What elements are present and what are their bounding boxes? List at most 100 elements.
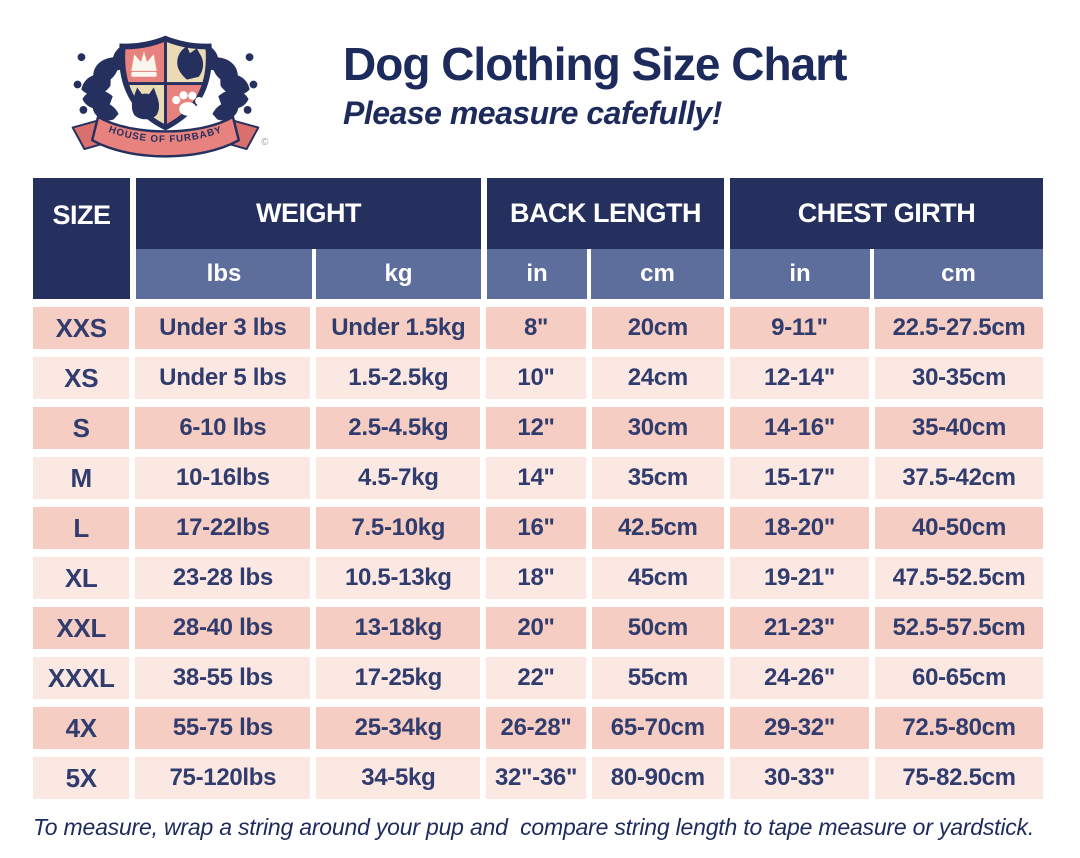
title-block: Dog Clothing Size Chart Please measure c… [343, 12, 847, 132]
cell-back-cm: 35cm [591, 457, 724, 499]
cell-back-in: 12" [486, 407, 586, 449]
cell-weight-lbs: 38-55 lbs [135, 657, 311, 699]
cell-back-cm: 50cm [591, 607, 724, 649]
table-row: XXS Under 3 lbs Under 1.5kg 8" 20cm 9-11… [33, 307, 1043, 349]
column-header-back-length: BACK LENGTH [487, 178, 724, 249]
cell-chest-cm: 47.5-52.5cm [875, 557, 1043, 599]
column-header-weight: WEIGHT [136, 178, 481, 249]
table-row: XXXL 38-55 lbs 17-25kg 22" 55cm 24-26" 6… [33, 657, 1043, 699]
cell-back-in: 22" [486, 657, 586, 699]
cell-chest-in: 21-23" [729, 607, 870, 649]
ribbon-banner: HOUSE OF FURBABY © [71, 115, 269, 158]
cell-weight-lbs: 17-22lbs [135, 507, 311, 549]
cell-back-in: 10" [486, 357, 586, 399]
flourish-left-icon [73, 44, 135, 127]
cell-chest-cm: 30-35cm [875, 357, 1043, 399]
cell-size: M [33, 457, 130, 499]
cell-weight-lbs: 23-28 lbs [135, 557, 311, 599]
cell-back-in: 8" [486, 307, 586, 349]
subheader-back-in: in [487, 249, 587, 299]
cell-size: XS [33, 357, 130, 399]
subheader-weight-kg: kg [316, 249, 481, 299]
cell-weight-kg: Under 1.5kg [316, 307, 481, 349]
cell-size: 4X [33, 707, 130, 749]
measuring-instructions: To measure, wrap a string around your pu… [33, 814, 1035, 840]
cell-chest-cm: 35-40cm [875, 407, 1043, 449]
cell-chest-cm: 37.5-42cm [875, 457, 1043, 499]
table-row: 5X 75-120lbs 34-5kg 32"-36" 80-90cm 30-3… [33, 757, 1043, 799]
cell-back-cm: 30cm [591, 407, 724, 449]
cell-chest-cm: 52.5-57.5cm [875, 607, 1043, 649]
subheader-weight-lbs: lbs [136, 249, 312, 299]
cell-chest-cm: 22.5-27.5cm [875, 307, 1043, 349]
cell-back-in: 16" [486, 507, 586, 549]
cell-back-cm: 55cm [591, 657, 724, 699]
cell-back-in: 32"-36" [486, 757, 586, 799]
cell-weight-lbs: 75-120lbs [135, 757, 311, 799]
cell-size: XL [33, 557, 130, 599]
cell-chest-in: 18-20" [729, 507, 870, 549]
cell-back-cm: 24cm [591, 357, 724, 399]
brand-crest-logo: HOUSE OF FURBABY © [58, 12, 273, 159]
cell-size: XXXL [33, 657, 130, 699]
table-header: SIZE WEIGHT lbs kg BACK LENGTH in cm CHE… [33, 178, 1043, 299]
cell-back-cm: 65-70cm [591, 707, 724, 749]
cell-chest-in: 9-11" [729, 307, 870, 349]
cell-weight-lbs: Under 5 lbs [135, 357, 311, 399]
cell-back-cm: 45cm [591, 557, 724, 599]
cell-chest-in: 12-14" [729, 357, 870, 399]
cell-weight-kg: 1.5-2.5kg [316, 357, 481, 399]
cat-icon [131, 87, 160, 120]
table-row: M 10-16lbs 4.5-7kg 14" 35cm 15-17" 37.5-… [33, 457, 1043, 499]
cell-chest-in: 29-32" [729, 707, 870, 749]
cell-weight-kg: 4.5-7kg [316, 457, 481, 499]
dog-icon [177, 46, 204, 80]
cell-size: S [33, 407, 130, 449]
page-title: Dog Clothing Size Chart [343, 38, 847, 90]
table-row: XXL 28-40 lbs 13-18kg 20" 50cm 21-23" 52… [33, 607, 1043, 649]
cell-back-cm: 42.5cm [591, 507, 724, 549]
table-row: XS Under 5 lbs 1.5-2.5kg 10" 24cm 12-14"… [33, 357, 1043, 399]
cell-chest-in: 14-16" [729, 407, 870, 449]
cell-chest-in: 15-17" [729, 457, 870, 499]
table-row: 4X 55-75 lbs 25-34kg 26-28" 65-70cm 29-3… [33, 707, 1043, 749]
table-row: L 17-22lbs 7.5-10kg 16" 42.5cm 18-20" 40… [33, 507, 1043, 549]
cell-back-in: 14" [486, 457, 586, 499]
table-body: XXS Under 3 lbs Under 1.5kg 8" 20cm 9-11… [33, 307, 1043, 799]
column-header-size: SIZE [33, 178, 130, 299]
cell-chest-in: 24-26" [729, 657, 870, 699]
cell-back-in: 18" [486, 557, 586, 599]
cell-weight-kg: 2.5-4.5kg [316, 407, 481, 449]
cell-weight-kg: 25-34kg [316, 707, 481, 749]
subheader-chest-in: in [730, 249, 870, 299]
cell-weight-kg: 10.5-13kg [316, 557, 481, 599]
subheader-chest-cm: cm [874, 249, 1043, 299]
column-group-weight: WEIGHT lbs kg [136, 178, 481, 299]
column-group-chest-girth: CHEST GIRTH in cm [730, 178, 1043, 299]
flourish-right-icon [196, 44, 258, 127]
cell-weight-lbs: 6-10 lbs [135, 407, 311, 449]
trademark-symbol: © [261, 137, 269, 148]
cell-chest-cm: 75-82.5cm [875, 757, 1043, 799]
cell-weight-lbs: 55-75 lbs [135, 707, 311, 749]
paw-icon [172, 91, 204, 116]
cell-weight-kg: 17-25kg [316, 657, 481, 699]
cell-size: XXS [33, 307, 130, 349]
shield-icon [119, 35, 212, 131]
subheader-back-cm: cm [591, 249, 724, 299]
cell-weight-lbs: 10-16lbs [135, 457, 311, 499]
crown-icon [131, 51, 157, 77]
column-group-back-length: BACK LENGTH in cm [487, 178, 724, 299]
page-subtitle: Please measure cafefully! [343, 95, 722, 132]
cell-size: XXL [33, 607, 130, 649]
cell-back-cm: 80-90cm [591, 757, 724, 799]
cell-chest-cm: 40-50cm [875, 507, 1043, 549]
cell-weight-lbs: 28-40 lbs [135, 607, 311, 649]
cell-back-in: 20" [486, 607, 586, 649]
cell-weight-kg: 7.5-10kg [316, 507, 481, 549]
cell-size: 5X [33, 757, 130, 799]
size-chart-table: SIZE WEIGHT lbs kg BACK LENGTH in cm CHE… [33, 178, 1043, 799]
cell-weight-lbs: Under 3 lbs [135, 307, 311, 349]
cell-weight-kg: 13-18kg [316, 607, 481, 649]
cell-chest-in: 19-21" [729, 557, 870, 599]
